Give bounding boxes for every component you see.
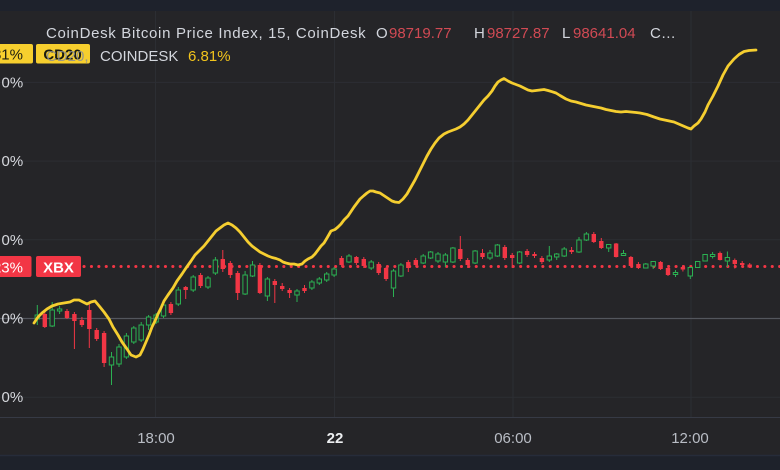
svg-text:COINDESK: COINDESK (100, 48, 178, 65)
svg-text:O: O (376, 25, 388, 42)
svg-text:CD20,: CD20, (46, 48, 89, 65)
svg-text:98641.04: 98641.04 (573, 25, 636, 42)
svg-text:98727.87: 98727.87 (487, 25, 550, 42)
svg-text:18:00: 18:00 (137, 430, 175, 447)
svg-text:CoinDesk Bitcoin Price Index,: CoinDesk Bitcoin Price Index, 15, CoinDe… (46, 25, 366, 42)
svg-text:6.81%: 6.81% (188, 48, 231, 65)
svg-text:XBX: XBX (43, 260, 74, 277)
svg-text:6.81%: 6.81% (0, 47, 23, 64)
svg-text:CD20: CD20 (43, 47, 81, 64)
svg-text:H: H (474, 25, 485, 42)
svg-text:98719.77: 98719.77 (389, 25, 452, 42)
svg-text:0%: 0% (2, 153, 24, 170)
svg-text:12:00: 12:00 (671, 430, 709, 447)
svg-text:L: L (562, 25, 570, 42)
svg-text:1.23%: 1.23% (0, 260, 23, 277)
svg-text:0%: 0% (2, 311, 24, 328)
svg-text:0%: 0% (2, 232, 24, 249)
svg-text:C…: C… (650, 25, 676, 42)
svg-text:06:00: 06:00 (494, 430, 532, 447)
svg-text:22: 22 (327, 430, 344, 447)
svg-text:0%: 0% (2, 74, 24, 91)
svg-text:0%: 0% (2, 389, 24, 406)
